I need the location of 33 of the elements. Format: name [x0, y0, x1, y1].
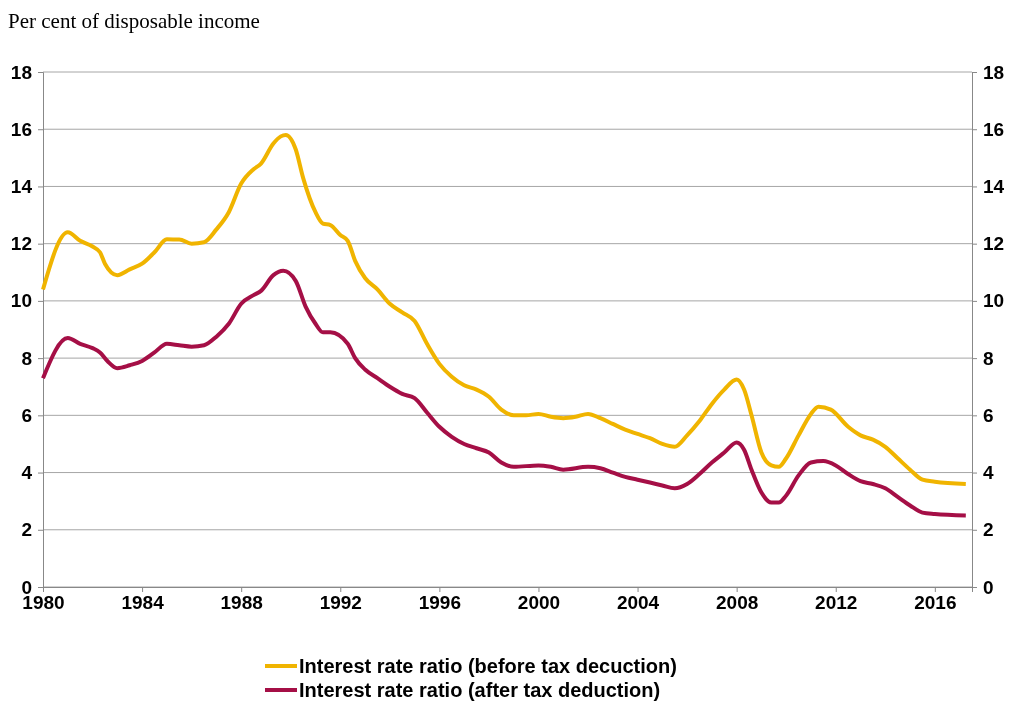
y-tick-label: 12	[10, 233, 32, 255]
x-tick-label: 2004	[616, 592, 660, 614]
y-tick-label: 4	[21, 462, 33, 484]
y2-tick-label: 10	[983, 290, 1005, 312]
x-tick-label: 1988	[220, 592, 263, 614]
x-tick-label: 2000	[517, 592, 561, 614]
y-axis-title: Per cent of disposable income	[8, 9, 260, 33]
y-tick-label: 8	[21, 347, 32, 369]
x-tick-label: 1996	[418, 592, 462, 614]
y2-tick-label: 14	[983, 176, 1005, 198]
legend-label: Interest rate ratio (after tax deduction)	[299, 679, 661, 701]
line-series	[41, 268, 968, 518]
line-series	[41, 132, 968, 486]
x-tick-label: 2012	[815, 592, 858, 614]
legend-label: Interest rate ratio (before tax decuction)	[299, 655, 677, 677]
y2-tick-label: 12	[983, 233, 1005, 255]
x-tick-label: 2008	[716, 592, 759, 614]
y2-tick-label: 2	[983, 519, 994, 541]
y2-tick-label: 0	[983, 576, 994, 598]
y-tick-label: 14	[10, 176, 33, 198]
y2-tick-label: 8	[983, 347, 994, 369]
y2-tick-label: 16	[983, 118, 1005, 140]
x-tick-label: 1984	[121, 592, 165, 614]
y-tick-label: 10	[10, 290, 32, 312]
x-tick-label: 2016	[914, 592, 957, 614]
y-tick-label: 2	[21, 519, 32, 541]
y2-tick-label: 4	[983, 462, 994, 484]
x-tick-label: 1992	[319, 592, 362, 614]
y-tick-label: 18	[10, 61, 32, 83]
y-tick-label: 6	[21, 404, 32, 426]
y2-tick-label: 6	[983, 404, 994, 426]
y-tick-label: 16	[10, 118, 32, 140]
y2-tick-label: 18	[983, 61, 1005, 83]
